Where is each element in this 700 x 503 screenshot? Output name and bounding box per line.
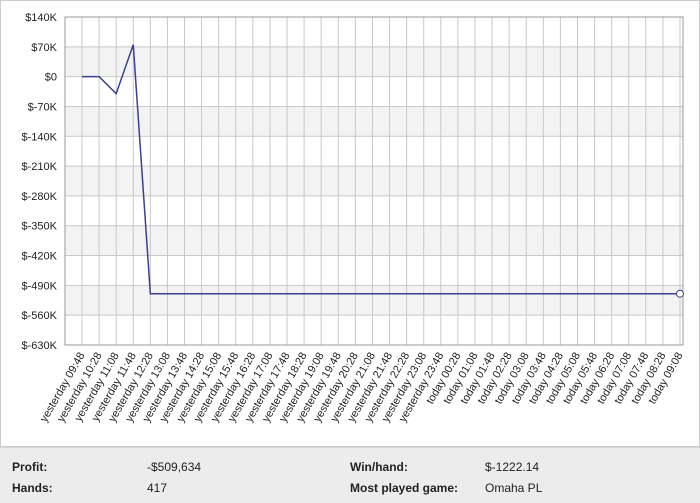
plot-band [65,285,683,316]
y-tick-label: $-630K [22,340,58,352]
y-tick-label: $-140K [22,131,58,143]
stat-label: Profit: [12,460,48,474]
y-tick-label: $140K [25,12,57,24]
y-tick-label: $70K [31,42,57,54]
y-tick-label: $-70K [28,101,58,113]
stat-value: -$509,634 [147,460,202,474]
plot-border [64,16,684,346]
y-tick-label: $0 [45,72,57,84]
chart: $140K $70K $0 $-70K $-140K $-210K $-280K $-350K… [0,0,700,447]
stat-value: Omaha PL [485,481,543,495]
line [82,44,680,295]
stats-panel: Profit: -$509,634 Win/hand: $-1222.14 Ha… [0,447,700,503]
plot-band [65,166,683,196]
y-tick-label: $-560K [22,310,58,322]
end-marker [676,289,684,298]
plot-band [65,46,683,77]
plot-band [65,225,683,256]
stat-label: Hands: [12,481,53,495]
y-tick-label: $-350K [22,221,58,233]
y-tick-label: $-490K [22,280,58,292]
plot-band [65,106,683,137]
stat-label: Most played game: [350,481,459,495]
stat-label: Win/hand: [350,460,408,474]
y-tick-label: $-280K [22,191,58,203]
stat-value: 417 [147,481,168,495]
y-tick-label: $-420K [22,251,58,263]
y-tick-label: $-210K [22,161,58,173]
stat-value: $-1222.14 [485,460,540,474]
